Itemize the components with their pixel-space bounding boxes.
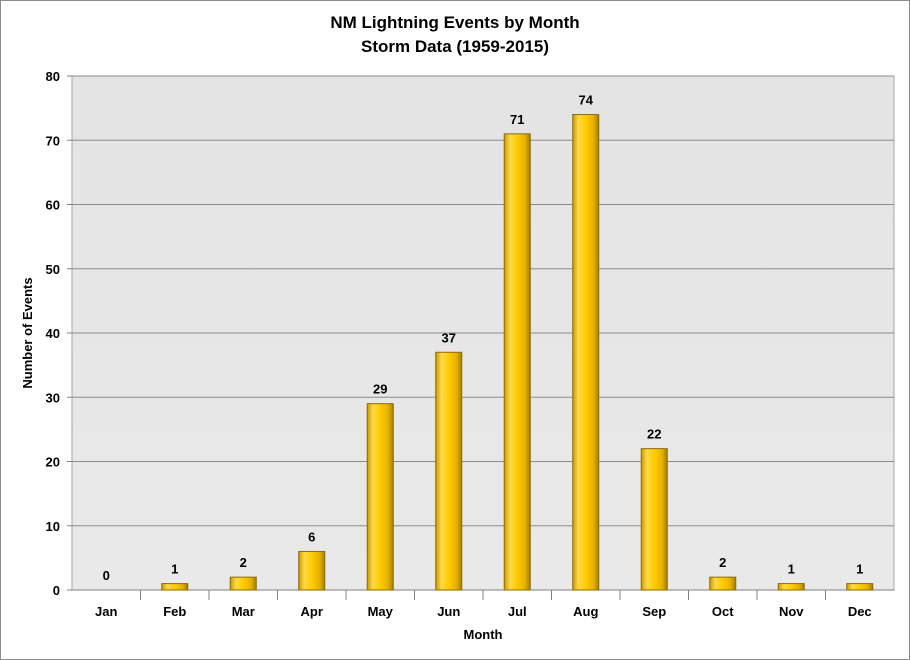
y-tick-label: 40 xyxy=(46,326,60,341)
bar-may xyxy=(366,403,394,591)
y-tick-label: 80 xyxy=(46,69,60,84)
data-label-dec: 1 xyxy=(856,562,863,577)
x-tick-label: Oct xyxy=(712,604,734,619)
bar-aug xyxy=(572,114,600,591)
x-tick-label: Nov xyxy=(779,604,804,619)
data-label-may: 29 xyxy=(373,382,387,397)
bars xyxy=(161,114,874,591)
x-tick-label: Mar xyxy=(232,604,255,619)
y-tick-label: 30 xyxy=(46,390,60,405)
data-label-mar: 2 xyxy=(240,555,247,570)
bar-sep xyxy=(640,448,668,591)
x-tick-label: Sep xyxy=(642,604,666,619)
x-tick-label: Dec xyxy=(848,604,872,619)
y-tick-label: 20 xyxy=(46,455,60,470)
y-axis-ticks: 0 10 20 30 40 50 60 70 80 xyxy=(46,69,72,598)
y-tick-label: 0 xyxy=(53,583,60,598)
x-tick-label: Jan xyxy=(95,604,117,619)
bar-nov xyxy=(777,583,805,591)
bar-mar xyxy=(229,576,257,591)
y-tick-label: 70 xyxy=(46,133,60,148)
data-label-sep: 22 xyxy=(647,427,661,442)
data-label-nov: 1 xyxy=(788,562,795,577)
data-label-oct: 2 xyxy=(719,555,726,570)
x-tick-label: Apr xyxy=(301,604,323,619)
bar-jun xyxy=(435,351,463,591)
data-label-aug: 74 xyxy=(579,93,594,108)
chart-title: NM Lightning Events by Month xyxy=(330,13,579,32)
bar-oct xyxy=(709,576,737,591)
x-tick-label: Feb xyxy=(163,604,186,619)
data-label-apr: 6 xyxy=(308,529,315,544)
data-label-jun: 37 xyxy=(442,330,456,345)
x-tick-label: Aug xyxy=(573,604,598,619)
x-tick-label: Jun xyxy=(437,604,460,619)
bar-dec xyxy=(846,583,874,591)
bar-jul xyxy=(503,133,531,591)
y-axis-label: Number of Events xyxy=(20,277,35,388)
x-axis-ticks: Jan Feb Mar Apr May Jun Jul Aug Sep Oct Nov Dec xyxy=(95,590,872,619)
y-tick-label: 50 xyxy=(46,262,60,277)
y-tick-label: 60 xyxy=(46,198,60,213)
y-tick-label: 10 xyxy=(46,519,60,534)
x-axis-label: Month xyxy=(464,627,503,642)
x-tick-label: May xyxy=(368,604,394,619)
chart-subtitle: Storm Data (1959-2015) xyxy=(361,37,549,56)
x-tick-label: Jul xyxy=(508,604,527,619)
bar-feb xyxy=(161,583,189,591)
data-label-jul: 71 xyxy=(510,112,524,127)
bar-apr xyxy=(298,550,326,591)
data-label-jan: 0 xyxy=(103,568,110,583)
data-label-feb: 1 xyxy=(171,562,178,577)
